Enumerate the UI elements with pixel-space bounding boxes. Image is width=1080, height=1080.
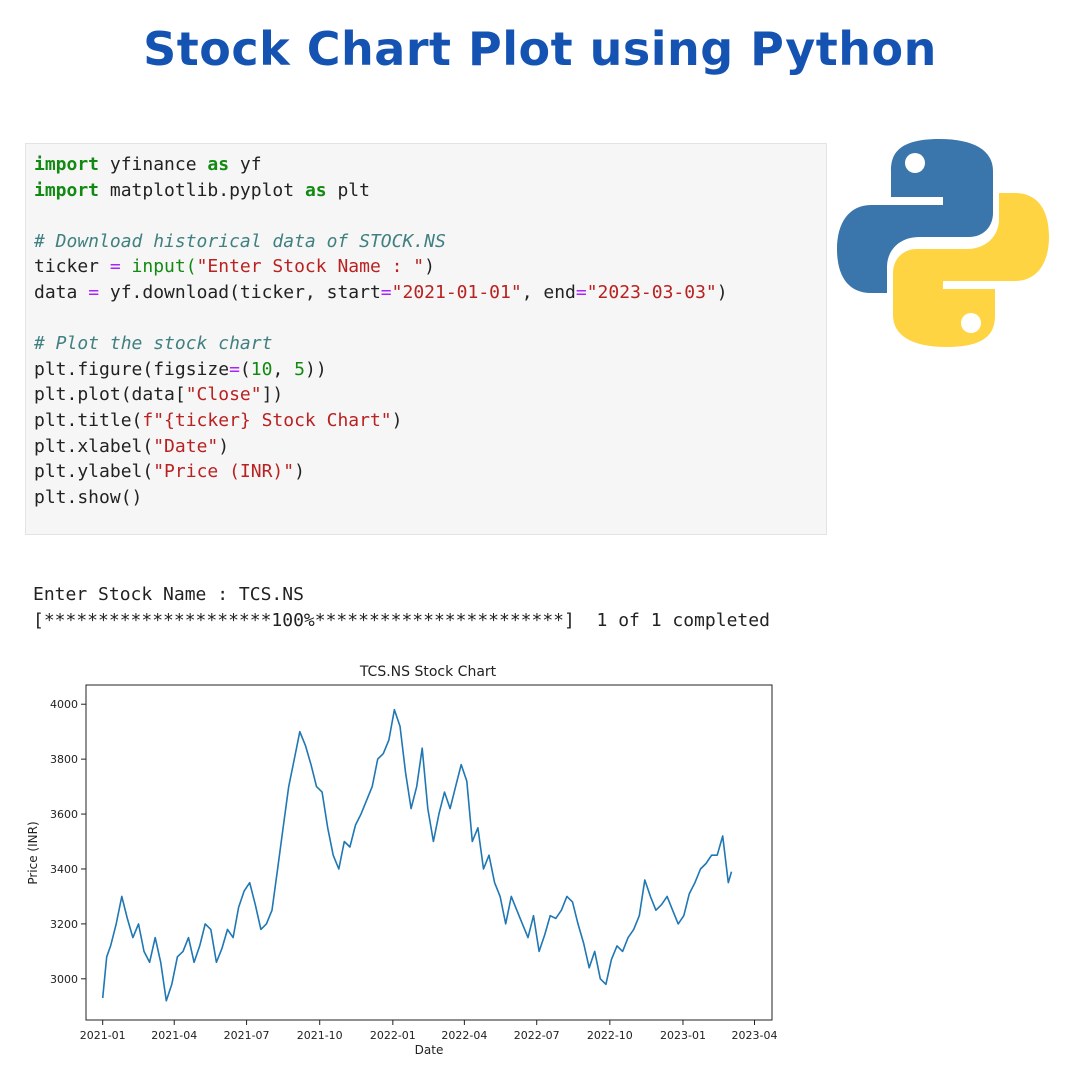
y-tick-label: 3000: [50, 973, 78, 986]
code-line-comment-plot: # Plot the stock chart: [34, 333, 273, 355]
code-line-comment-download: # Download historical data of STOCK.NS: [34, 230, 446, 252]
y-tick-label: 3200: [50, 918, 78, 931]
cell-output: Enter Stock Name : TCS.NS [**************…: [33, 582, 770, 634]
y-tick-label: 3800: [50, 753, 78, 766]
y-axis-label: Price (INR): [26, 821, 40, 884]
x-tick-label: 2022-04: [441, 1029, 487, 1042]
x-axis-label: Date: [415, 1043, 444, 1057]
x-tick-label: 2021-07: [224, 1029, 270, 1042]
code-line-figure: plt.figure(figsize=(10, 5)): [34, 358, 327, 380]
series-line: [101, 708, 733, 1002]
y-tick-label: 4000: [50, 698, 78, 711]
x-tick-label: 2022-01: [370, 1029, 416, 1042]
x-tick-label: 2021-10: [297, 1029, 343, 1042]
x-tick-label: 2021-01: [80, 1029, 126, 1042]
code-line-ticker-input: ticker = input("Enter Stock Name : "): [34, 256, 435, 278]
code-line-title: plt.title(f"{ticker} Stock Chart"): [34, 409, 403, 431]
code-line-xlabel: plt.xlabel("Date"): [34, 435, 230, 457]
y-tick-label: 3400: [50, 863, 78, 876]
python-logo-icon: [837, 139, 1049, 347]
x-tick-label: 2022-07: [514, 1029, 560, 1042]
x-tick-label: 2023-01: [660, 1029, 706, 1042]
code-cell[interactable]: import yfinance as yf import matplotlib.p…: [25, 143, 827, 535]
chart-title: TCS.NS Stock Chart: [359, 664, 497, 680]
code-line-import-matplotlib: import matplotlib.pyplot as plt: [34, 179, 370, 201]
plot-frame: [85, 684, 773, 1021]
code-line-blank: [34, 306, 826, 332]
page-title: Stock Chart Plot using Python: [143, 22, 937, 76]
code-line-show: plt.show(): [34, 486, 143, 508]
stock-chart: TCS.NS Stock Chart 3000 3200 3400 3600 3800 4…: [26, 664, 778, 1057]
output-prompt-line: Enter Stock Name : TCS.NS: [33, 584, 304, 605]
code-line-blank: [34, 203, 826, 229]
code-line-plot: plt.plot(data["Close"]): [34, 384, 284, 406]
code-line-ylabel: plt.ylabel("Price (INR)"): [34, 461, 305, 483]
code-line-download: data = yf.download(ticker, start="2021-0…: [34, 281, 728, 303]
output-progress-line: [*********************100%**************…: [33, 610, 770, 631]
x-tick-label: 2023-04: [732, 1029, 778, 1042]
code-line-import-yfinance: import yfinance as yf: [34, 154, 262, 175]
x-tick-label: 2021-04: [151, 1029, 197, 1042]
x-tick-label: 2022-10: [587, 1029, 633, 1042]
y-tick-label: 3600: [50, 808, 78, 821]
